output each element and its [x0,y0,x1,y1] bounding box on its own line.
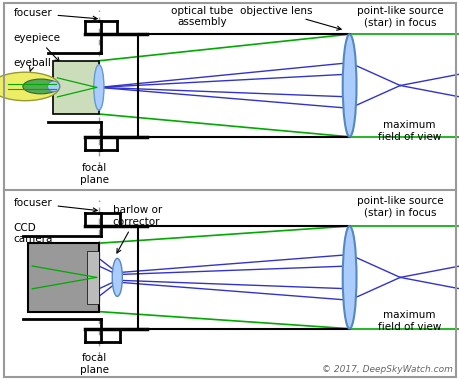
Bar [53,61,99,114]
Text: focal
plane: focal plane [79,163,109,185]
Text: eyeball: eyeball [14,58,51,71]
Bar [138,226,349,329]
Text: © 2017, DeepSkyWatch.com: © 2017, DeepSkyWatch.com [321,365,452,374]
Ellipse shape [94,65,104,110]
Text: eyepiece: eyepiece [14,33,61,62]
Ellipse shape [342,226,356,329]
Circle shape [0,72,60,101]
Ellipse shape [342,34,356,137]
Text: optical tube
assembly: optical tube assembly [171,6,233,27]
Ellipse shape [47,81,60,92]
Text: point-like source
(star) in focus: point-like source (star) in focus [356,6,442,27]
Text: objective lens: objective lens [239,6,341,30]
Text: point-like source
(star) in focus: point-like source (star) in focus [356,196,442,217]
Text: maximum
field of view: maximum field of view [377,120,440,142]
Text: barlow or
corrector: barlow or corrector [112,205,162,253]
Text: focuser: focuser [14,198,97,212]
Bar [28,243,99,312]
Text: focal
plane: focal plane [79,353,109,375]
Text: focuser: focuser [14,8,97,21]
Circle shape [23,79,59,94]
Text: CCD
camera: CCD camera [14,223,53,248]
Bar [87,251,99,304]
Ellipse shape [112,258,122,296]
Bar [138,34,349,137]
Text: maximum
field of view: maximum field of view [377,310,440,332]
